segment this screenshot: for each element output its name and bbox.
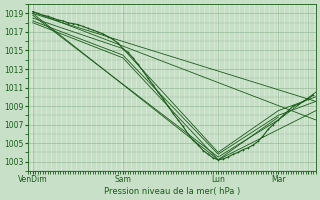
X-axis label: Pression niveau de la mer( hPa ): Pression niveau de la mer( hPa ) bbox=[104, 187, 240, 196]
